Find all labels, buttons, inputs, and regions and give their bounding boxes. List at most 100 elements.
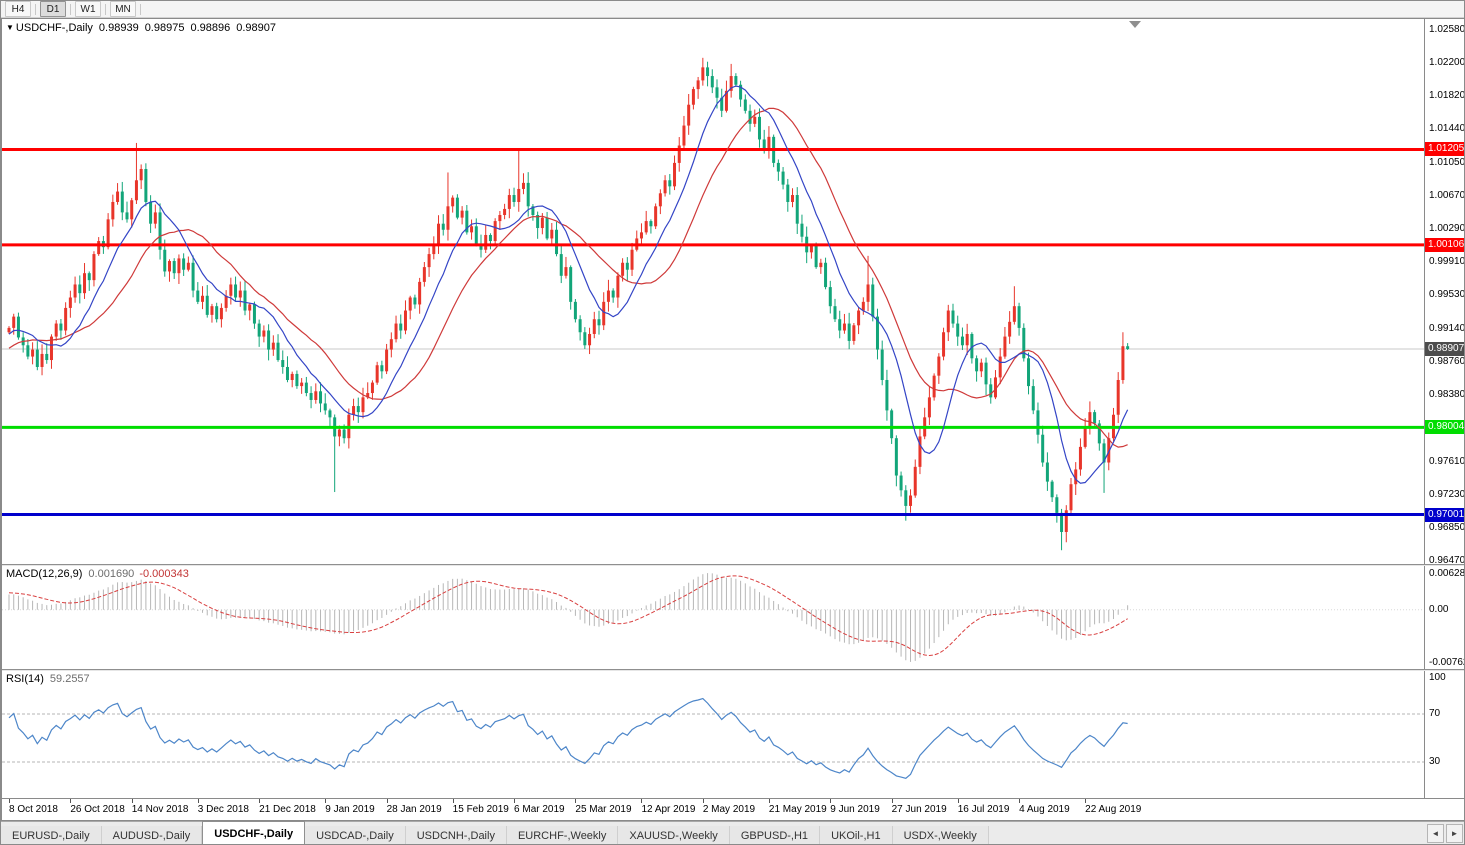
pane-separator[interactable] (2, 564, 1464, 566)
time-tick-label: 21 Dec 2018 (259, 804, 316, 815)
time-tick (575, 799, 577, 803)
time-tick-label: 3 Dec 2018 (197, 804, 249, 815)
ohlc-close: 0.98907 (236, 22, 276, 34)
time-tick (702, 799, 704, 803)
price-tick-label: 0.99530 (1429, 288, 1465, 300)
time-tick (197, 799, 199, 803)
toolbar-separator (105, 3, 106, 15)
price-tick-label: 1.01820 (1429, 90, 1465, 102)
chart-tab-usdcad-daily[interactable]: USDCAD-,Daily (305, 826, 406, 844)
time-axis[interactable]: 8 Oct 2018 26 Oct 2018 14 Nov 2018 3 Dec 20… (2, 798, 1464, 820)
time-tick (9, 799, 10, 803)
price-tick-label: 0.96850 (1429, 521, 1465, 533)
scroll-left-icon: ◄ (1431, 829, 1440, 838)
chart-tab-eurchf-weekly[interactable]: EURCHF-,Weekly (506, 826, 619, 844)
time-tick-label: 15 Feb 2019 (452, 804, 509, 815)
price-tick-label: 1.01050 (1429, 156, 1465, 168)
timeframe-button-mn[interactable]: MN (110, 1, 136, 17)
macd-name: MACD(12,26,9) (6, 568, 83, 580)
time-tick-label: 14 Nov 2018 (131, 804, 189, 815)
chart-ohlc-header: ▼ USDCHF-,Daily 0.98939 0.98975 0.98896 0.989… (6, 22, 276, 34)
macd-label: MACD(12,26,9) 0.001690 -0.000343 (6, 568, 189, 580)
tab-scroll-left-button[interactable]: ◄ (1427, 824, 1444, 843)
chart-tab-usdcnh-daily[interactable]: USDCNH-,Daily (405, 826, 507, 844)
time-tick-label: 8 Oct 2018 (9, 804, 58, 815)
time-tick (891, 799, 893, 803)
price-axis[interactable]: 1.02580 1.02200 1.01820 1.01440 1.01050 1.006… (1424, 19, 1465, 798)
time-tick (70, 799, 72, 803)
chart-tab-audusd-daily[interactable]: AUDUSD-,Daily (101, 826, 203, 844)
macd-tick-label: 0.00 (1429, 603, 1449, 615)
macd-signal-value: -0.000343 (139, 568, 189, 580)
rsi-tick-label: 30 (1429, 756, 1441, 767)
chart-tab-xauusd-weekly[interactable]: XAUUSD-,Weekly (618, 826, 730, 844)
time-tick-label: 26 Oct 2018 (70, 804, 125, 815)
pane-separator[interactable] (2, 669, 1464, 671)
rsi-tick-label: 100 (1429, 672, 1446, 683)
time-tick-label: 9 Jun 2019 (830, 804, 880, 815)
timeframe-button-w1[interactable]: W1 (75, 1, 101, 17)
current-price-badge: 0.98907 (1425, 342, 1464, 356)
level-price-badge: 0.98004 (1425, 420, 1464, 435)
price-tick-label: 1.00290 (1429, 222, 1465, 234)
time-tick (325, 799, 327, 803)
time-tick (386, 799, 388, 803)
chart-dropdown-icon: ▼ (6, 23, 14, 32)
time-tick-label: 12 Apr 2019 (641, 804, 696, 815)
time-tick (957, 799, 959, 803)
time-tick-label: 27 Jun 2019 (891, 804, 947, 815)
macd-main-value: 0.001690 (88, 568, 135, 580)
chart-window: ▼ USDCHF-,Daily 0.98939 0.98975 0.98896 0.989… (1, 18, 1465, 821)
rsi-name: RSI(14) (6, 673, 44, 685)
time-tick-label: 9 Jan 2019 (325, 804, 375, 815)
chart-shift-marker[interactable] (1129, 21, 1141, 28)
time-tick (259, 799, 261, 803)
time-tick (1085, 799, 1087, 803)
tab-scroll-right-button[interactable]: ► (1446, 824, 1463, 843)
time-tick-label: 2 May 2019 (702, 804, 756, 815)
time-tick (1019, 799, 1021, 803)
macd-tick-label: -0.00762 (1429, 657, 1465, 668)
time-tick-label: 21 May 2019 (768, 804, 827, 815)
macd-tick-label: 0.006286 (1429, 568, 1465, 579)
rsi-label: RSI(14) 59.2557 (6, 673, 90, 685)
price-tick-label: 1.01440 (1429, 123, 1465, 135)
price-tick-label: 1.02200 (1429, 57, 1465, 69)
timeframe-button-h4[interactable]: H4 (5, 1, 31, 17)
rsi-tick-label: 70 (1429, 708, 1441, 719)
toolbar-separator (70, 3, 71, 15)
price-tick-label: 0.97230 (1429, 488, 1465, 500)
ohlc-low: 0.98896 (190, 22, 231, 34)
rsi-indicator-chart[interactable] (2, 671, 1424, 798)
level-price-badge: 0.97001 (1425, 507, 1464, 522)
ohlc-open: 0.98939 (98, 22, 139, 34)
price-tick-label: 1.02580 (1429, 24, 1465, 36)
timeframe-button-d1[interactable]: D1 (40, 1, 66, 17)
chart-tab-ukoil-h1[interactable]: UKOil-,H1 (820, 826, 893, 844)
rsi-value: 59.2557 (49, 673, 90, 685)
time-tick (452, 799, 454, 803)
time-tick (768, 799, 770, 803)
chart-symbol-title: USDCHF-,Daily (15, 22, 93, 34)
macd-indicator-chart[interactable] (2, 566, 1424, 669)
level-price-badge: 1.00106 (1425, 237, 1464, 252)
time-tick-label: 16 Jul 2019 (957, 804, 1010, 815)
toolbar-separator (35, 3, 36, 15)
chart-tab-gbpusd-h1[interactable]: GBPUSD-,H1 (729, 826, 821, 844)
price-tick-label: 0.98380 (1429, 388, 1465, 400)
time-tick-label: 4 Aug 2019 (1019, 804, 1070, 815)
scroll-right-icon: ► (1450, 829, 1459, 838)
chart-tab-bar: EURUSD-,Daily AUDUSD-,Daily USDCHF-,Daily U… (1, 821, 1464, 844)
time-tick (830, 799, 832, 803)
chart-plot-area[interactable]: ▼ USDCHF-,Daily 0.98939 0.98975 0.98896 0.989… (2, 19, 1424, 798)
chart-tab-usdchf-daily[interactable]: USDCHF-,Daily (202, 821, 306, 844)
price-tick-label: 0.99910 (1429, 255, 1465, 267)
chart-tab-usdx-weekly[interactable]: USDX-,Weekly (892, 826, 989, 844)
time-tick-label: 28 Jan 2019 (386, 804, 442, 815)
price-tick-label: 0.98760 (1429, 355, 1465, 367)
price-chart[interactable] (2, 19, 1424, 564)
ohlc-high: 0.98975 (144, 22, 185, 34)
toolbar-separator (140, 3, 141, 15)
chart-tab-eurusd-daily[interactable]: EURUSD-,Daily (1, 826, 102, 844)
